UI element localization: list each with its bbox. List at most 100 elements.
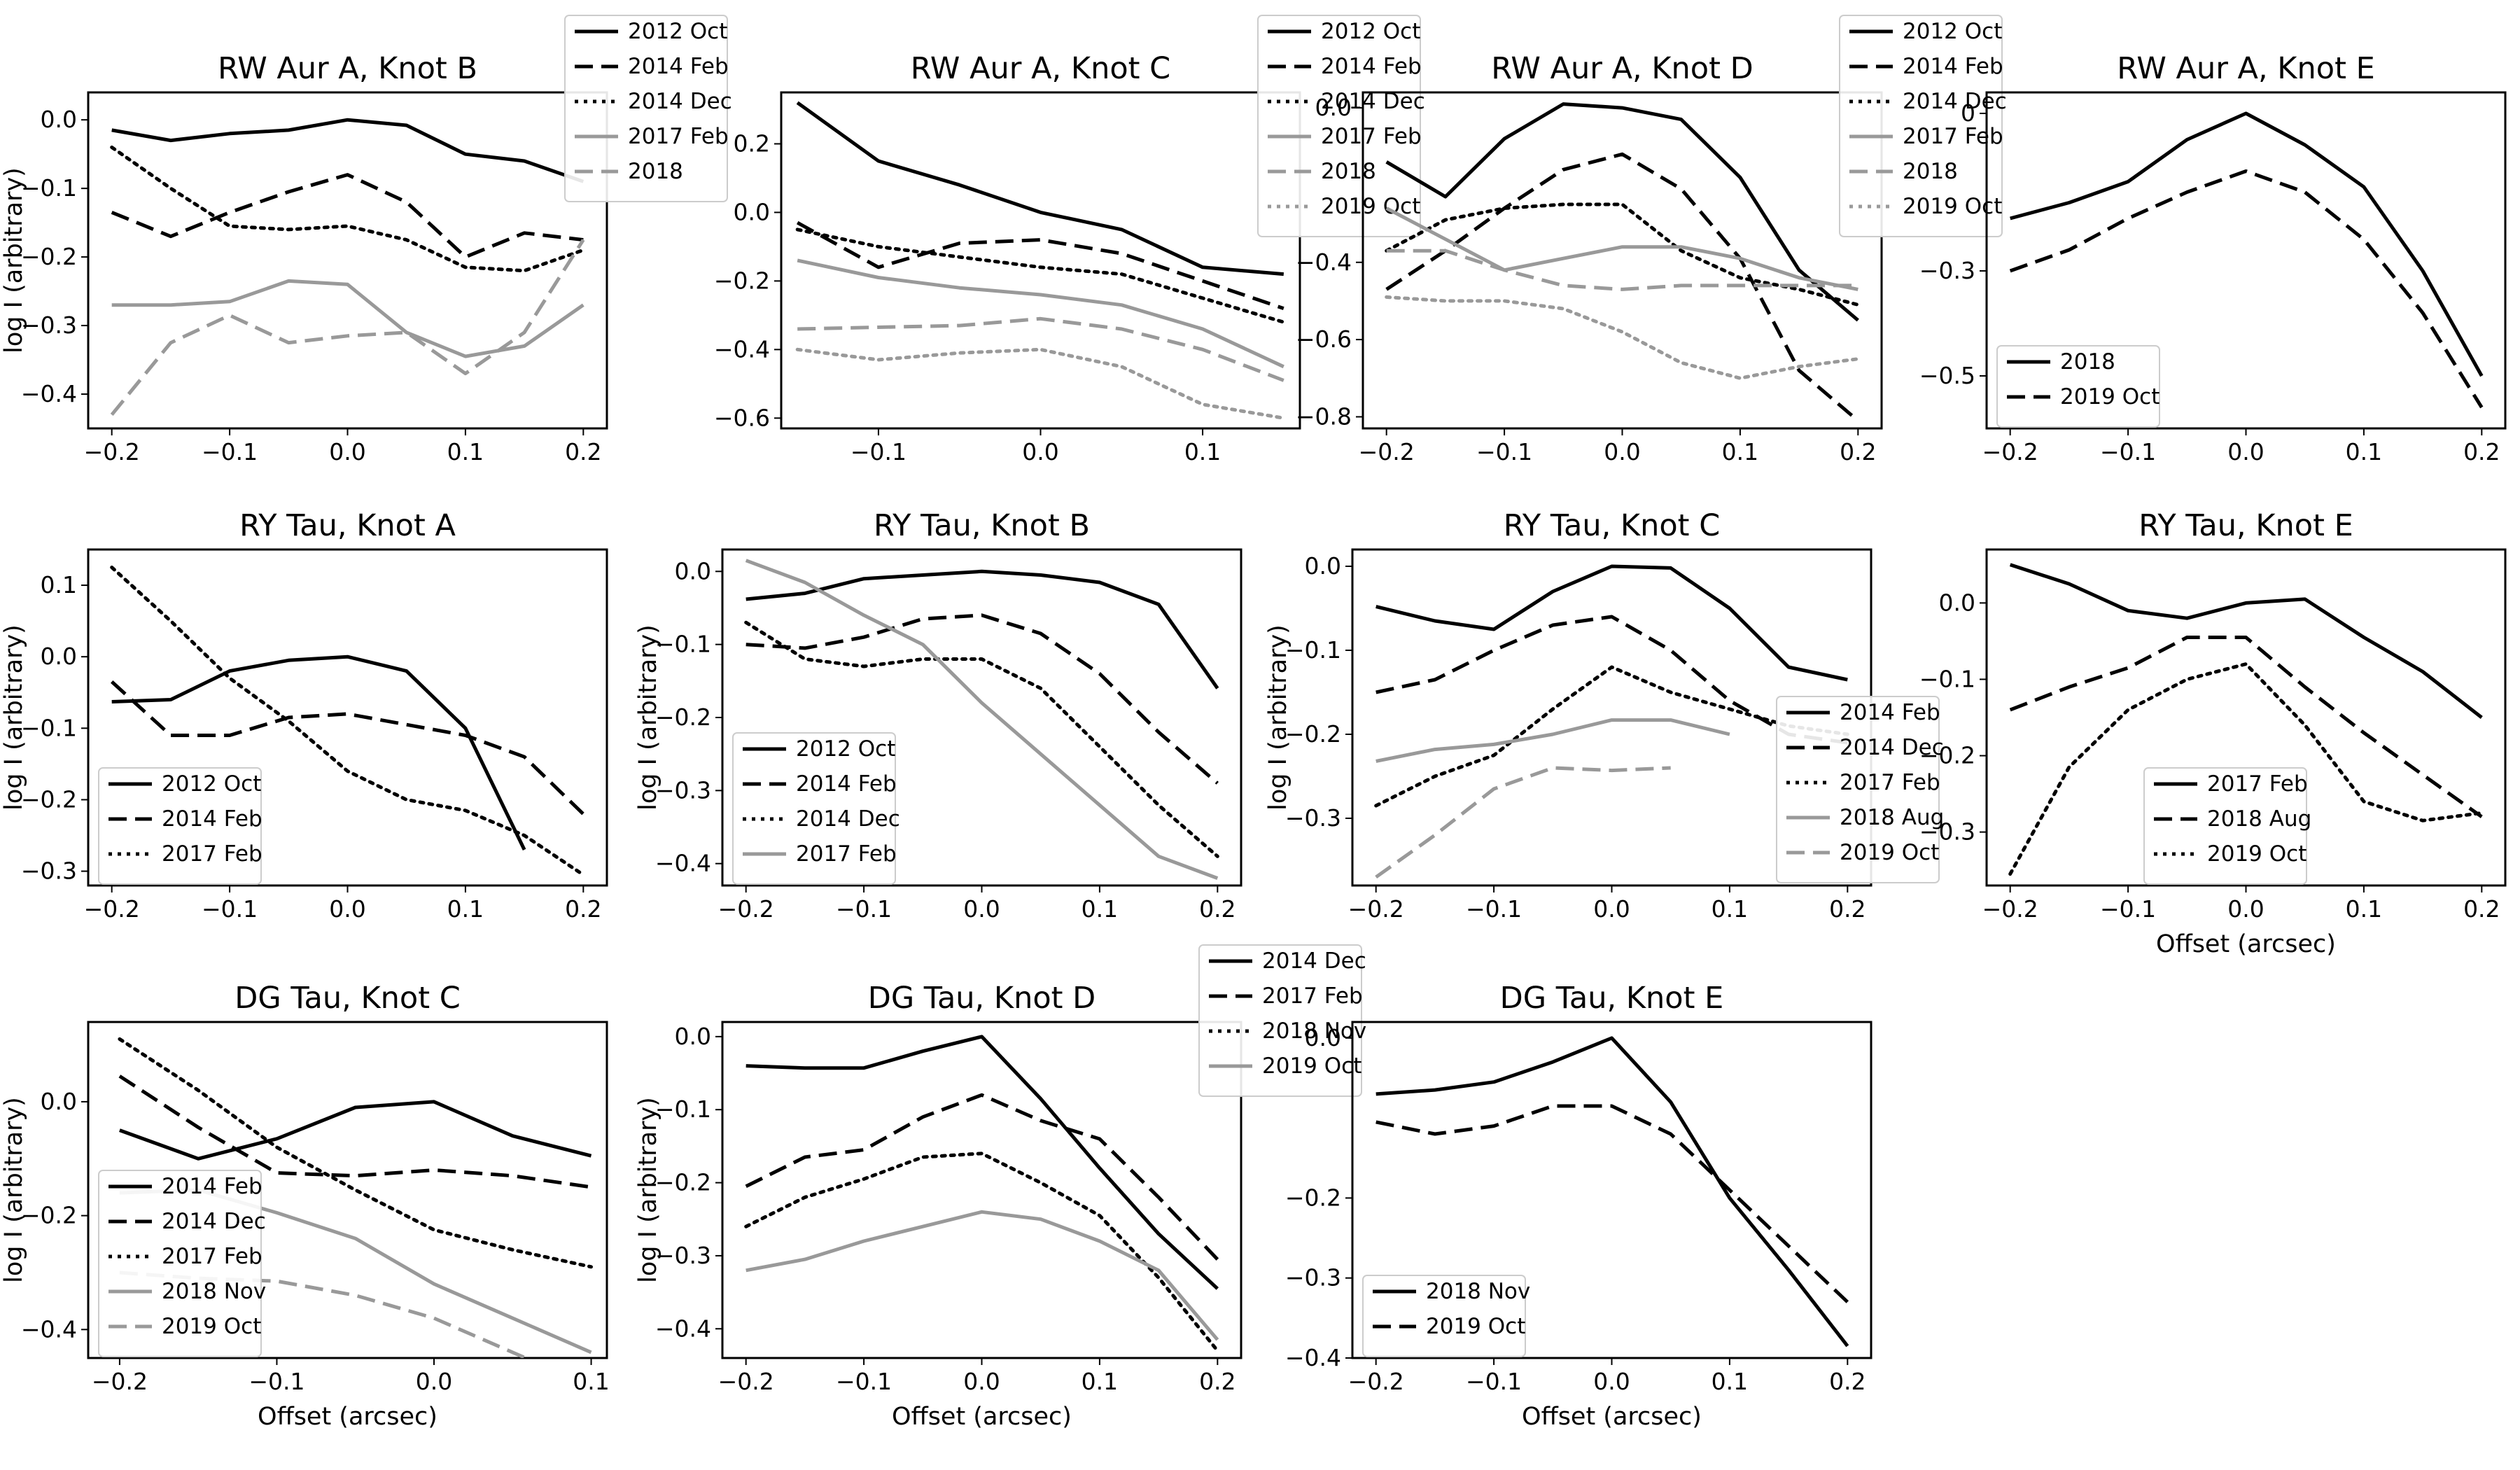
panel-8: RY Tau, Knot E −0.2 −0.1 0.0 0.1 0.2 0.0 −0.1 −0… <box>1919 508 2507 958</box>
legend-label: 2017 Feb <box>2207 771 2308 797</box>
series-line-2 <box>745 1093 1219 1261</box>
axes-frame <box>1362 91 1883 430</box>
legend: 2012 Oct 2014 Feb 2017 Feb <box>98 767 262 885</box>
y-tick-label: −0.3 <box>1919 257 1975 284</box>
y-axis-label: log I (arbitrary) <box>0 1097 28 1283</box>
series-line-1 <box>2009 563 2483 719</box>
series-line-3 <box>744 620 1219 858</box>
legend-label: 2018 <box>1903 159 1958 184</box>
legend-label: 2018 Aug <box>2207 806 2311 832</box>
panel-title: RW Aur A, Knot E <box>2117 51 2375 86</box>
x-tick-label: −0.1 <box>202 895 258 923</box>
legend-label: 2019 Oct <box>2207 841 2306 867</box>
x-tick-label: 0.2 <box>1829 1368 1865 1395</box>
legend-label: 2012 Oct <box>1903 19 2002 44</box>
series-line-1 <box>119 1100 592 1161</box>
x-tick-label: −0.1 <box>1466 895 1522 923</box>
x-tick-label: −0.2 <box>84 895 140 923</box>
panel-4: RW Aur A, Knot E −0.2 −0.1 0.0 0.1 0.2 0 −0.3 −0… <box>1919 51 2507 465</box>
x-tick-label: 0.1 <box>1722 438 1758 465</box>
x-tick-label: −0.1 <box>1476 438 1532 465</box>
x-tick-label: −0.1 <box>836 895 892 923</box>
x-tick-label: 0.0 <box>963 895 1000 923</box>
axes-frame <box>780 91 1301 430</box>
y-tick-label: −0.1 <box>21 714 77 741</box>
legend: 2018 Nov 2019 Oct <box>1362 1275 1530 1357</box>
x-tick-label: 0.0 <box>329 895 365 923</box>
legend: 2012 Oct 2014 Feb 2014 Dec 2017 Feb <box>732 732 900 885</box>
y-tick-label: −0.8 <box>1296 402 1352 430</box>
series-line-3 <box>1374 665 1849 808</box>
panel-title: DG Tau, Knot E <box>1500 981 1724 1016</box>
y-tick-label: −0.4 <box>1296 248 1352 276</box>
x-tick-label: −0.1 <box>850 438 906 465</box>
y-tick-label: 0 <box>1961 99 1975 127</box>
x-tick-label: −0.2 <box>718 1368 774 1395</box>
x-tick-label: 0.0 <box>416 1368 452 1395</box>
series-line-3 <box>744 1152 1219 1353</box>
legend-label: 2018 Nov <box>1426 1279 1530 1304</box>
series-line-6 <box>1385 295 1860 380</box>
x-tick-label: 0.0 <box>963 1368 1000 1395</box>
legend-label: 2018 <box>628 159 683 184</box>
y-tick-label: −0.4 <box>21 380 77 407</box>
y-tick-label: 0.0 <box>1939 589 1975 616</box>
legend: 2012 Oct 2014 Feb 2014 Dec 2017 Feb 2018 <box>564 15 732 202</box>
panel-title: DG Tau, Knot D <box>868 981 1096 1016</box>
series-line-1 <box>1376 1036 1849 1348</box>
x-tick-label: 0.2 <box>1829 895 1865 923</box>
series-line-1 <box>746 1035 1219 1290</box>
legend-label: 2018 Nov <box>1262 1018 1366 1044</box>
y-axis-label: log I (arbitrary) <box>634 624 662 811</box>
x-tick-label: −0.2 <box>84 438 140 465</box>
x-tick-label: 0.0 <box>329 438 365 465</box>
legend-label: 2019 Oct <box>1262 1054 1362 1079</box>
legend-label: 2012 Oct <box>162 771 261 797</box>
x-tick-label: 0.1 <box>2346 895 2382 923</box>
x-tick-label: 0.2 <box>565 438 601 465</box>
panel-title: RW Aur A, Knot D <box>1491 51 1754 86</box>
legend-box <box>98 1170 262 1357</box>
y-tick-label: 0.0 <box>41 643 77 670</box>
y-tick-label: −0.1 <box>1285 636 1341 664</box>
legend-label: 2018 <box>2060 349 2115 374</box>
y-tick-label: −0.2 <box>655 1169 711 1196</box>
legend-label: 2012 Oct <box>1321 19 1420 44</box>
series-line-5 <box>1386 248 1858 291</box>
legend-label: 2017 Feb <box>628 124 729 149</box>
x-tick-label: −0.1 <box>1466 1368 1522 1395</box>
panel-title: RY Tau, Knot C <box>1504 508 1720 543</box>
y-tick-label: −0.3 <box>1285 804 1341 832</box>
y-tick-label: −0.3 <box>655 776 711 804</box>
panel-2: RW Aur A, Knot C −0.1 0.0 0.1 0.2 0.0 −0.2 −0.4… <box>714 15 1425 465</box>
legend-label: 2014 Dec <box>1840 735 1944 760</box>
x-tick-label: 0.1 <box>1082 895 1118 923</box>
x-tick-label: 0.2 <box>2463 438 2500 465</box>
y-tick-label: −0.3 <box>655 1242 711 1269</box>
series-line-3 <box>118 1037 593 1269</box>
x-tick-label: −0.1 <box>248 1368 304 1395</box>
axes-frame <box>721 1021 1242 1359</box>
x-axis-label: Offset (arcsec) <box>258 1403 438 1431</box>
y-axis-label: log I (arbitrary) <box>1264 624 1292 811</box>
legend-label: 2014 Dec <box>796 806 900 832</box>
y-tick-label: −0.4 <box>21 1315 77 1343</box>
legend-label: 2014 Dec <box>628 89 732 114</box>
series-line-1 <box>796 101 1284 276</box>
panel-5: RY Tau, Knot A −0.2 −0.1 0.0 0.1 0.2 0.1 0.0 −0.… <box>0 508 608 923</box>
y-tick-label: −0.1 <box>1919 665 1975 692</box>
y-tick-label: −0.4 <box>714 335 770 363</box>
y-axis-label: log I (arbitrary) <box>0 167 28 354</box>
y-tick-label: −0.2 <box>1285 720 1341 748</box>
panel-title: RY Tau, Knot E <box>2138 508 2353 543</box>
x-tick-label: −0.1 <box>836 1368 892 1395</box>
legend-box <box>1257 15 1421 237</box>
legend-label: 2019 Oct <box>162 1314 261 1339</box>
legend-label: 2014 Dec <box>162 1209 266 1234</box>
series-line-3 <box>1385 202 1860 307</box>
series-line-4 <box>745 559 1219 880</box>
panel-10: DG Tau, Knot D −0.2 −0.1 0.0 0.1 0.2 0.0 −0.1 −0… <box>634 944 1366 1431</box>
x-axis-label: Offset (arcsec) <box>2156 930 2336 958</box>
y-tick-label: −0.3 <box>1285 1264 1341 1292</box>
